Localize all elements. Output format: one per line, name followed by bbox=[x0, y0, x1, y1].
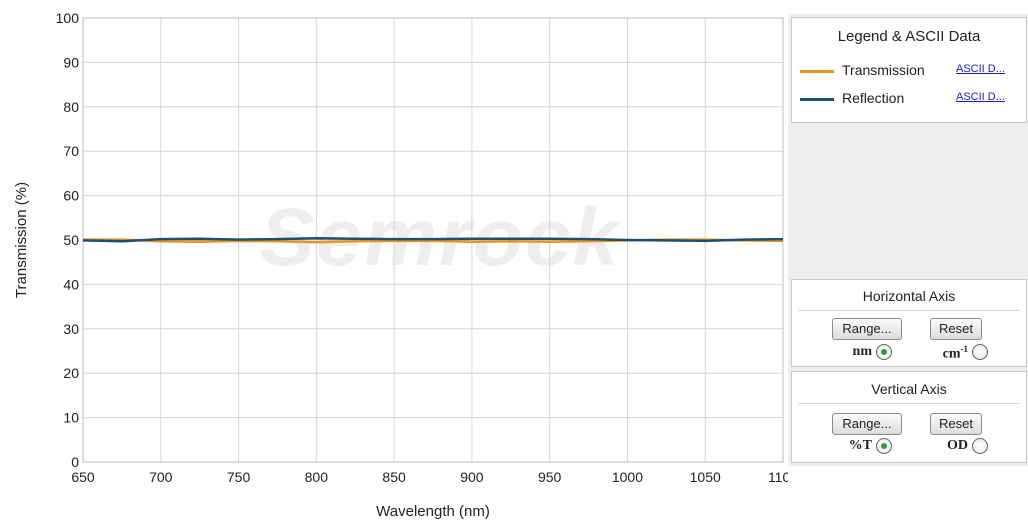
vertical-range-button[interactable]: Range... bbox=[832, 413, 902, 435]
vertical-reset-button[interactable]: Reset bbox=[930, 413, 982, 435]
y-tick-label: 40 bbox=[63, 276, 79, 292]
chart: Semrock 650 700 750 800 850 900 950 1000 1050 110… bbox=[13, 10, 788, 520]
series-line-reflection bbox=[82, 236, 784, 243]
horizontal-range-button[interactable]: Range... bbox=[832, 318, 902, 340]
unit-nm-radio[interactable] bbox=[876, 344, 892, 360]
legend-item-reflection: Reflection ASCII D... bbox=[800, 90, 1024, 108]
legend-label-transmission: Transmission bbox=[842, 62, 925, 78]
x-tick-label: 850 bbox=[382, 469, 406, 485]
scale-od-option[interactable]: OD bbox=[922, 438, 988, 456]
unit-cm-radio[interactable] bbox=[972, 344, 988, 360]
horizontal-axis-title: Horizontal Axis bbox=[862, 288, 956, 304]
legend-panel: Legend & ASCII Data Transmission ASCII D… bbox=[791, 17, 1027, 123]
unit-cm-option[interactable]: cm-1 bbox=[922, 344, 988, 362]
series-group bbox=[82, 236, 784, 244]
vertical-axis-title: Vertical Axis bbox=[871, 381, 947, 397]
ascii-data-link-transmission[interactable]: ASCII D... bbox=[956, 63, 1005, 75]
x-tick-label: 900 bbox=[460, 469, 484, 485]
legend-label-reflection: Reflection bbox=[842, 90, 905, 106]
scale-od-radio[interactable] bbox=[972, 438, 988, 454]
reflection-swatch bbox=[800, 98, 834, 101]
scale-t-label: %T bbox=[848, 438, 872, 453]
y-tick-label: 90 bbox=[63, 54, 79, 70]
legend-item-transmission: Transmission ASCII D... bbox=[800, 62, 1024, 80]
y-tick-label: 60 bbox=[63, 188, 79, 204]
x-tick-label: 1050 bbox=[690, 469, 721, 485]
y-tick-label: 50 bbox=[63, 232, 79, 248]
x-tick-label: 750 bbox=[227, 469, 251, 485]
x-tick-label: 800 bbox=[305, 469, 329, 485]
vertical-axis-panel: Vertical Axis Range... Reset %T OD bbox=[791, 371, 1027, 463]
transmission-swatch bbox=[800, 70, 834, 73]
scale-t-option[interactable]: %T bbox=[832, 438, 892, 456]
y-tick-label: 0 bbox=[71, 454, 79, 470]
y-tick-label: 70 bbox=[63, 143, 79, 159]
y-tick-label: 80 bbox=[63, 99, 79, 115]
scale-t-radio[interactable] bbox=[876, 438, 892, 454]
y-tick-label: 100 bbox=[56, 10, 80, 26]
y-tick-label: 30 bbox=[63, 321, 79, 337]
scale-od-label: OD bbox=[947, 438, 968, 453]
horizontal-reset-button[interactable]: Reset bbox=[930, 318, 982, 340]
unit-cm-label: cm-1 bbox=[942, 344, 968, 362]
unit-nm-option[interactable]: nm bbox=[832, 344, 892, 362]
y-axis-label: Transmission (%) bbox=[13, 182, 30, 298]
ascii-data-link-reflection[interactable]: ASCII D... bbox=[956, 91, 1005, 103]
divider bbox=[798, 403, 1020, 404]
horizontal-axis-panel: Horizontal Axis Range... Reset nm cm-1 bbox=[791, 279, 1027, 367]
x-axis-label: Wavelength (nm) bbox=[376, 503, 490, 520]
legend-title: Legend & ASCII Data bbox=[837, 28, 981, 45]
y-tick-label: 20 bbox=[63, 365, 79, 381]
x-tick-label: 950 bbox=[538, 469, 562, 485]
x-tick-label: 700 bbox=[149, 469, 173, 485]
divider bbox=[798, 310, 1020, 311]
x-tick-label: 650 bbox=[71, 469, 95, 485]
x-tick-label: 1000 bbox=[612, 469, 643, 485]
unit-nm-label: nm bbox=[852, 344, 872, 359]
y-tick-label: 10 bbox=[63, 410, 79, 426]
